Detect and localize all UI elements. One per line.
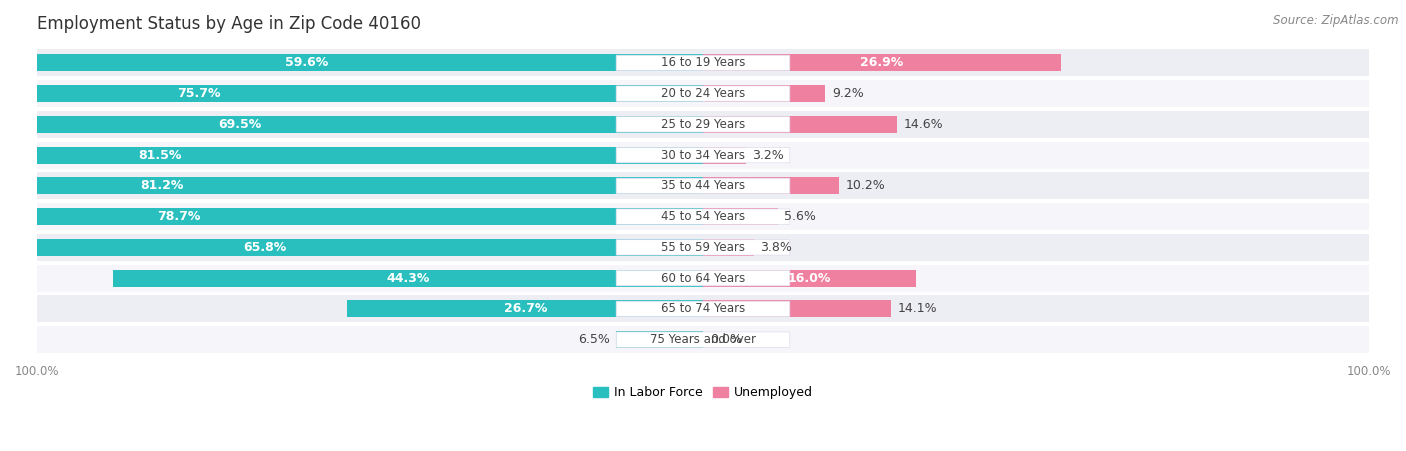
Text: 16 to 19 Years: 16 to 19 Years [661,56,745,69]
Text: Employment Status by Age in Zip Code 40160: Employment Status by Age in Zip Code 401… [37,15,422,33]
Bar [37,111,1369,138]
Text: 26.9%: 26.9% [860,56,904,69]
Text: 26.7%: 26.7% [503,302,547,315]
Bar [37,49,1369,76]
FancyBboxPatch shape [616,147,790,163]
Text: 81.2%: 81.2% [141,179,184,193]
Text: 25 to 29 Years: 25 to 29 Years [661,118,745,131]
Text: 60 to 64 Years: 60 to 64 Years [661,272,745,285]
Bar [703,147,745,164]
FancyBboxPatch shape [616,86,790,101]
Text: 55 to 59 Years: 55 to 59 Years [661,241,745,254]
Bar [703,208,778,225]
Text: 75.7%: 75.7% [177,87,221,100]
Text: 59.6%: 59.6% [284,56,328,69]
Bar [0,55,703,71]
Text: 16.0%: 16.0% [787,272,831,285]
FancyBboxPatch shape [616,332,790,347]
FancyBboxPatch shape [616,301,790,317]
Bar [37,80,1369,107]
Text: 45 to 54 Years: 45 to 54 Years [661,210,745,223]
Text: 3.8%: 3.8% [761,241,792,254]
Text: 5.6%: 5.6% [785,210,815,223]
Bar [0,239,703,256]
FancyBboxPatch shape [616,239,790,255]
Text: 30 to 34 Years: 30 to 34 Years [661,149,745,161]
Text: 9.2%: 9.2% [832,87,863,100]
Bar [703,300,891,318]
Bar [0,177,703,194]
Text: 14.6%: 14.6% [904,118,943,131]
Bar [703,55,1062,71]
Bar [0,116,703,133]
FancyBboxPatch shape [616,55,790,70]
Text: 20 to 24 Years: 20 to 24 Years [661,87,745,100]
Text: 65.8%: 65.8% [243,241,287,254]
Text: 65 to 74 Years: 65 to 74 Years [661,302,745,315]
Bar [37,326,1369,353]
Bar [37,172,1369,199]
Bar [0,208,703,225]
Bar [37,203,1369,230]
Text: 10.2%: 10.2% [845,179,886,193]
Text: 81.5%: 81.5% [139,149,183,161]
FancyBboxPatch shape [616,271,790,286]
Bar [0,85,703,102]
Bar [703,270,917,286]
Bar [37,234,1369,261]
Bar [37,142,1369,169]
FancyBboxPatch shape [616,178,790,193]
Text: 35 to 44 Years: 35 to 44 Years [661,179,745,193]
Text: 44.3%: 44.3% [387,272,430,285]
Bar [0,147,703,164]
Bar [37,265,1369,292]
Bar [347,300,703,318]
Bar [703,85,825,102]
Text: 78.7%: 78.7% [157,210,201,223]
Bar [616,331,703,348]
Text: 75 Years and over: 75 Years and over [650,333,756,346]
Bar [703,177,839,194]
Legend: In Labor Force, Unemployed: In Labor Force, Unemployed [588,381,818,404]
Text: 14.1%: 14.1% [897,302,936,315]
Text: 6.5%: 6.5% [578,333,610,346]
FancyBboxPatch shape [616,209,790,224]
FancyBboxPatch shape [616,117,790,132]
Bar [112,270,703,286]
Text: 3.2%: 3.2% [752,149,785,161]
Text: Source: ZipAtlas.com: Source: ZipAtlas.com [1274,14,1399,27]
Bar [703,239,754,256]
Text: 69.5%: 69.5% [219,118,262,131]
Text: 0.0%: 0.0% [710,333,741,346]
Bar [37,295,1369,322]
Bar [703,116,897,133]
